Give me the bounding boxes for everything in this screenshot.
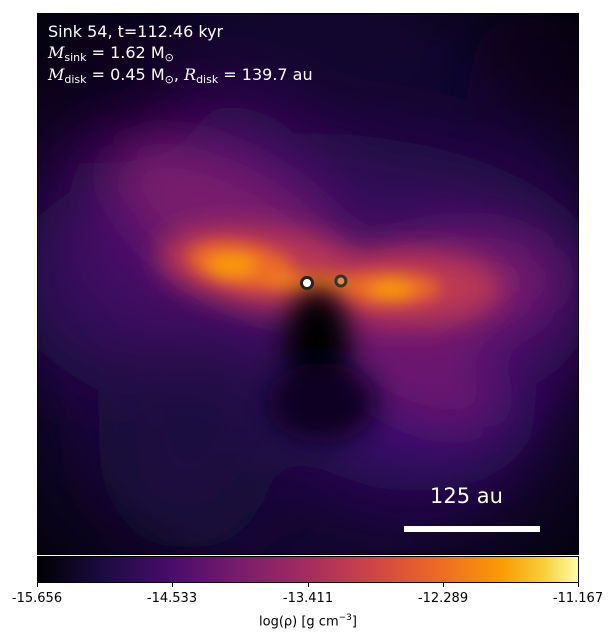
disk-radius-symbol: R	[184, 65, 197, 84]
colorbar-tick	[578, 583, 579, 587]
disk-mass-unit-subscript: ⊙	[164, 73, 174, 86]
scalebar-label: 125 au	[430, 484, 503, 508]
sink-marker-secondary	[334, 274, 348, 288]
colorbar-label-exponent: −3	[338, 613, 352, 623]
colorbar-tick-label: -15.656	[11, 591, 63, 606]
colorbar-tick-label: -14.533	[146, 591, 198, 606]
sink-mass-symbol: M	[48, 43, 65, 62]
disk-mass-subscript: disk	[64, 73, 87, 86]
sink-mass-subscript: sink	[64, 51, 87, 64]
colorbar-tick	[37, 583, 38, 587]
colorbar-tick	[308, 583, 309, 587]
disk-radius-subscript: disk	[196, 73, 219, 86]
disk-radius-value: = 139.7 au	[218, 65, 313, 84]
sink-mass-unit-subscript: ⊙	[164, 51, 174, 64]
colorbar-tick-label: -11.167	[552, 591, 604, 606]
disk-separator: ,	[173, 65, 185, 84]
scalebar	[404, 526, 540, 532]
density-image	[38, 14, 578, 554]
density-map: Sink 54, t=112.46 kyr Msink = 1.62 M⊙ Md…	[37, 13, 579, 555]
colorbar-tick	[172, 583, 173, 587]
colorbar	[37, 556, 579, 583]
disk-mass-symbol: M	[48, 65, 65, 84]
colorbar-label-end: ]	[351, 614, 357, 630]
sink-title: Sink 54, t=112.46 kyr	[48, 22, 224, 41]
sink-mass-value: = 1.62 M	[86, 43, 165, 62]
colorbar-label: log(ρ) [g cm−3]	[259, 613, 357, 629]
colorbar-tick-label: -12.289	[417, 591, 469, 606]
colorbar-tick-label: -13.411	[282, 591, 334, 606]
sink-marker-primary	[300, 276, 314, 290]
colorbar-label-main: log(ρ) [g cm	[259, 614, 339, 630]
colorbar-tick	[443, 583, 444, 587]
disk-mass-value: = 0.45 M	[86, 65, 165, 84]
disk-properties: Mdisk = 0.45 M⊙, Rdisk = 139.7 au	[48, 65, 313, 85]
sink-mass: Msink = 1.62 M⊙	[48, 43, 174, 63]
